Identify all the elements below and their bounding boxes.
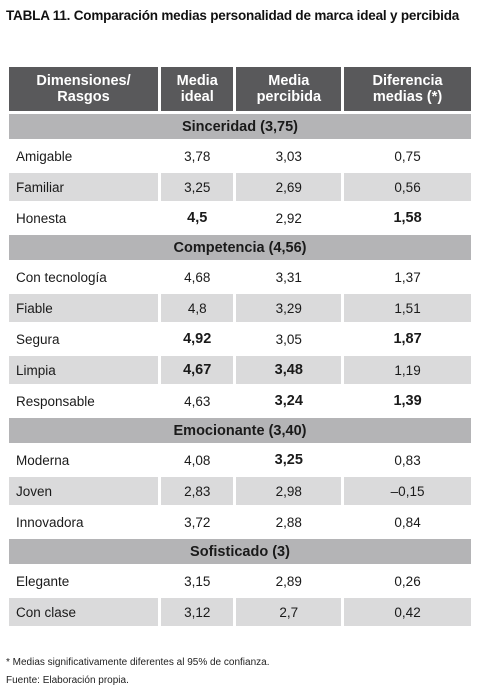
trait-cell: Responsable bbox=[9, 387, 158, 415]
difference-cell: 0,83 bbox=[344, 446, 471, 474]
perceived-mean-cell: 3,05 bbox=[236, 325, 342, 353]
trait-cell: Con clase bbox=[9, 598, 158, 626]
section-row: Competencia (4,56) bbox=[9, 235, 471, 260]
header-ideal-mean: Media ideal bbox=[160, 67, 234, 111]
ideal-mean-cell: 3,15 bbox=[160, 567, 234, 595]
source-note: Fuente: Elaboración propia. bbox=[6, 675, 129, 686]
perceived-mean-cell: 2,89 bbox=[236, 567, 342, 595]
section-row: Emocionante (3,40) bbox=[9, 418, 471, 443]
table-notes: * Medias significativamente diferentes a… bbox=[6, 654, 474, 690]
trait-cell: Elegante bbox=[9, 567, 158, 595]
perceived-mean-cell: 2,7 bbox=[236, 598, 342, 626]
trait-cell: Moderna bbox=[9, 446, 158, 474]
difference-cell: 0,26 bbox=[344, 567, 471, 595]
ideal-mean-cell: 3,25 bbox=[160, 173, 234, 201]
ideal-mean-cell: 4,8 bbox=[160, 294, 234, 322]
section-header: Competencia (4,56) bbox=[9, 235, 471, 260]
trait-cell: Fiable bbox=[9, 294, 158, 322]
table-row: Con clase 3,12 2,7 0,42 bbox=[9, 598, 471, 626]
table-row: Responsable 4,63 3,24 1,39 bbox=[9, 387, 471, 415]
table-row: Fiable 4,8 3,29 1,51 bbox=[9, 294, 471, 322]
perceived-mean-cell: 3,25 bbox=[236, 446, 342, 474]
table-row: Familiar 3,25 2,69 0,56 bbox=[9, 173, 471, 201]
perceived-mean-cell: 3,48 bbox=[236, 356, 342, 384]
perceived-mean-cell: 3,24 bbox=[236, 387, 342, 415]
table-row: Joven 2,83 2,98 –0,15 bbox=[9, 477, 471, 505]
section-header: Emocionante (3,40) bbox=[9, 418, 471, 443]
difference-cell: 1,58 bbox=[344, 204, 471, 232]
table-row: Amigable 3,78 3,03 0,75 bbox=[9, 142, 471, 170]
difference-cell: 0,75 bbox=[344, 142, 471, 170]
table-row: Limpia 4,67 3,48 1,19 bbox=[9, 356, 471, 384]
table-title: TABLA 11. Comparación medias personalida… bbox=[6, 8, 460, 23]
ideal-mean-cell: 4,68 bbox=[160, 263, 234, 291]
difference-cell: –0,15 bbox=[344, 477, 471, 505]
trait-cell: Joven bbox=[9, 477, 158, 505]
comparison-table: Dimensiones/ Rasgos Media ideal Media pe… bbox=[6, 64, 474, 629]
difference-cell: 0,56 bbox=[344, 173, 471, 201]
ideal-mean-cell: 3,12 bbox=[160, 598, 234, 626]
footnote: * Medias significativamente diferentes a… bbox=[6, 657, 270, 668]
ideal-mean-cell: 2,83 bbox=[160, 477, 234, 505]
section-header: Sofisticado (3) bbox=[9, 539, 471, 564]
table-body: Sinceridad (3,75) Amigable 3,78 3,03 0,75 Fam… bbox=[9, 114, 471, 626]
perceived-mean-cell: 2,92 bbox=[236, 204, 342, 232]
ideal-mean-cell: 4,5 bbox=[160, 204, 234, 232]
trait-cell: Limpia bbox=[9, 356, 158, 384]
difference-cell: 0,84 bbox=[344, 508, 471, 536]
header-mean-difference: Diferencia medias (*) bbox=[344, 67, 471, 111]
trait-cell: Segura bbox=[9, 325, 158, 353]
difference-cell: 1,37 bbox=[344, 263, 471, 291]
ideal-mean-cell: 4,63 bbox=[160, 387, 234, 415]
perceived-mean-cell: 3,31 bbox=[236, 263, 342, 291]
ideal-mean-cell: 3,72 bbox=[160, 508, 234, 536]
ideal-mean-cell: 4,08 bbox=[160, 446, 234, 474]
section-row: Sofisticado (3) bbox=[9, 539, 471, 564]
section-header: Sinceridad (3,75) bbox=[9, 114, 471, 139]
table-row: Honesta 4,5 2,92 1,58 bbox=[9, 204, 471, 232]
trait-cell: Amigable bbox=[9, 142, 158, 170]
table-row: Innovadora 3,72 2,88 0,84 bbox=[9, 508, 471, 536]
trait-cell: Honesta bbox=[9, 204, 158, 232]
ideal-mean-cell: 3,78 bbox=[160, 142, 234, 170]
perceived-mean-cell: 2,69 bbox=[236, 173, 342, 201]
table-row: Moderna 4,08 3,25 0,83 bbox=[9, 446, 471, 474]
difference-cell: 1,51 bbox=[344, 294, 471, 322]
ideal-mean-cell: 4,67 bbox=[160, 356, 234, 384]
trait-cell: Innovadora bbox=[9, 508, 158, 536]
difference-cell: 1,19 bbox=[344, 356, 471, 384]
perceived-mean-cell: 3,03 bbox=[236, 142, 342, 170]
difference-cell: 1,39 bbox=[344, 387, 471, 415]
header-row: Dimensiones/ Rasgos Media ideal Media pe… bbox=[9, 67, 471, 111]
trait-cell: Con tecnología bbox=[9, 263, 158, 291]
trait-cell: Familiar bbox=[9, 173, 158, 201]
header-perceived-mean: Media percibida bbox=[236, 67, 342, 111]
difference-cell: 0,42 bbox=[344, 598, 471, 626]
ideal-mean-cell: 4,92 bbox=[160, 325, 234, 353]
perceived-mean-cell: 3,29 bbox=[236, 294, 342, 322]
comparison-table-container: Dimensiones/ Rasgos Media ideal Media pe… bbox=[6, 64, 474, 629]
perceived-mean-cell: 2,98 bbox=[236, 477, 342, 505]
difference-cell: 1,87 bbox=[344, 325, 471, 353]
perceived-mean-cell: 2,88 bbox=[236, 508, 342, 536]
table-row: Elegante 3,15 2,89 0,26 bbox=[9, 567, 471, 595]
section-row: Sinceridad (3,75) bbox=[9, 114, 471, 139]
header-dimensions: Dimensiones/ Rasgos bbox=[9, 67, 158, 111]
table-row: Con tecnología 4,68 3,31 1,37 bbox=[9, 263, 471, 291]
table-row: Segura 4,92 3,05 1,87 bbox=[9, 325, 471, 353]
